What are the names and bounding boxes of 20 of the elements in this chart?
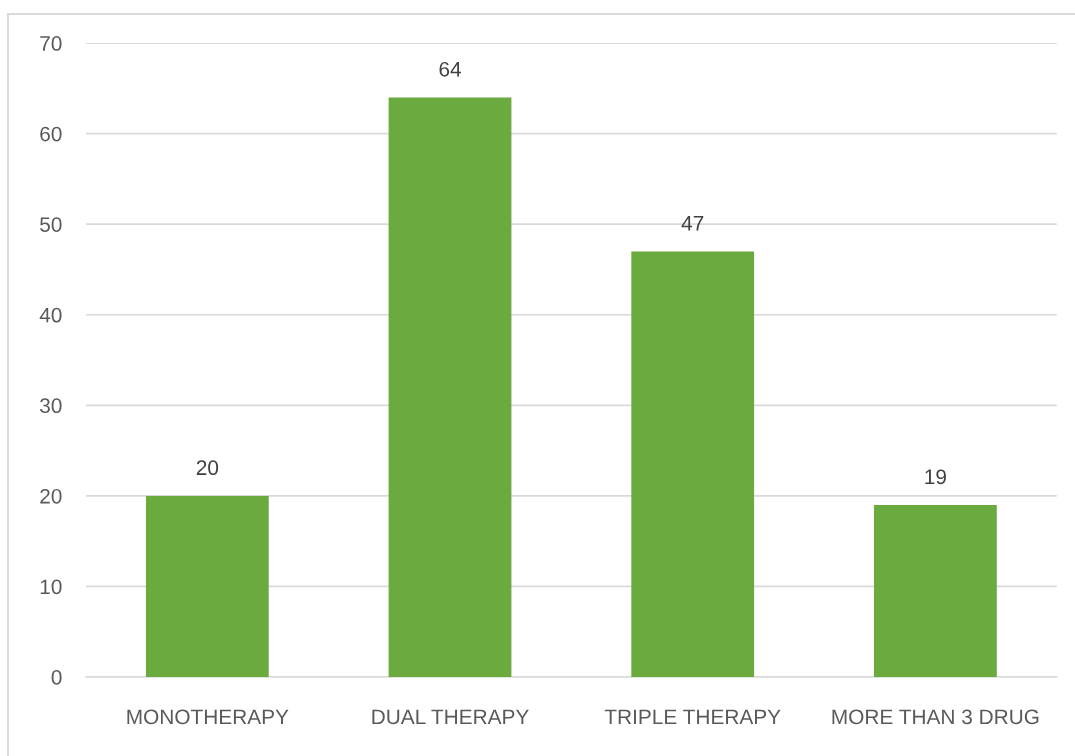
data-label: 64 bbox=[439, 61, 461, 77]
x-tick-label: DUAL THERAPY bbox=[372, 709, 529, 725]
bar bbox=[388, 97, 512, 677]
y-tick-label: 30 bbox=[40, 398, 62, 414]
y-tick-label: 10 bbox=[40, 579, 62, 595]
y-tick-label: 40 bbox=[39, 307, 62, 323]
x-tick-label: MORE THAN 3 DRUG bbox=[832, 709, 1039, 725]
bar bbox=[631, 251, 755, 677]
data-label: 20 bbox=[196, 460, 219, 476]
x-tick-label: MONOTHERAPY bbox=[127, 709, 289, 725]
bar bbox=[873, 504, 997, 677]
y-tick-label: 50 bbox=[40, 217, 62, 232]
y-tick-label: 20 bbox=[40, 488, 62, 504]
data-label: 47 bbox=[681, 216, 704, 231]
x-tick-label: TRIPLE THERAPY bbox=[604, 709, 781, 725]
y-tick-label: 60 bbox=[40, 126, 62, 142]
y-tick-label: 0 bbox=[51, 670, 62, 685]
data-label: 19 bbox=[925, 469, 946, 485]
bar bbox=[145, 495, 269, 677]
y-tick-label: 70 bbox=[40, 36, 62, 51]
